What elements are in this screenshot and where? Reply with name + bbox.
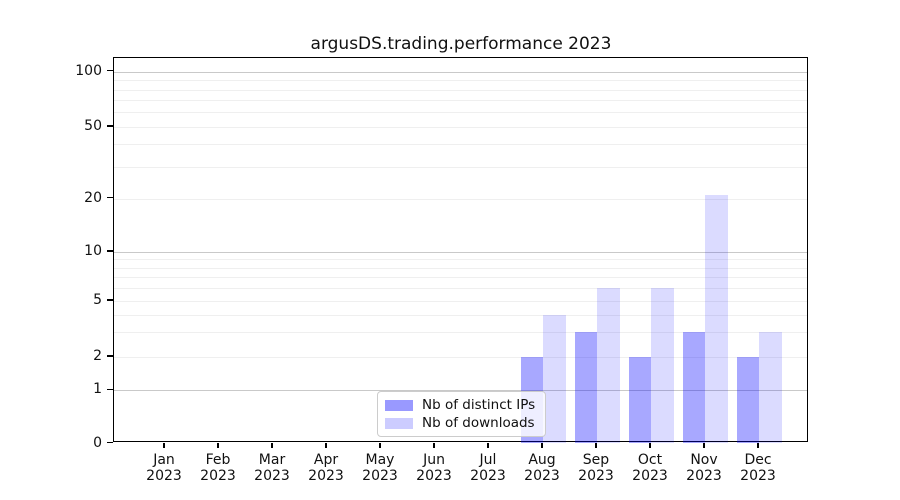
gridline-y-8 [114, 267, 807, 269]
x-tick-label-oct: Oct 2023 [632, 451, 668, 485]
x-tick-label-may: May 2023 [362, 451, 398, 485]
y-tick-0 [106, 441, 113, 444]
x-tick-label-dec: Dec 2023 [740, 451, 776, 485]
y-tick-label-1: 1 [93, 381, 102, 398]
gridline-y-6 [114, 288, 807, 290]
x-tick-label-mar: Mar 2023 [254, 451, 290, 485]
gridline-y-70 [114, 100, 807, 102]
x-tick-mar [271, 442, 273, 448]
x-tick-label-aug: Aug 2023 [524, 451, 560, 485]
gridline-y-20 [114, 198, 807, 200]
x-tick-label-jun: Jun 2023 [416, 451, 452, 485]
y-tick-1 [106, 388, 113, 390]
gridline-y-100 [114, 71, 807, 73]
y-tick-label-20: 20 [84, 189, 102, 206]
gridline-y-4 [114, 314, 807, 316]
legend-label-downloads: Nb of downloads [422, 415, 535, 431]
x-tick-label-nov: Nov 2023 [686, 451, 722, 485]
gridline-y-10 [114, 252, 807, 253]
gridline-y-90 [114, 80, 807, 82]
legend-swatch-downloads-icon [385, 418, 413, 429]
gridline-y-3 [114, 332, 807, 334]
y-tick-label-50: 50 [84, 118, 102, 134]
gridline-y-30 [114, 166, 807, 168]
y-tick-label-2: 2 [93, 348, 102, 364]
gridline-y-2 [114, 357, 807, 358]
bar-nov-distinct-ips [682, 332, 705, 443]
bar-aug-downloads [543, 314, 566, 443]
x-tick-feb [217, 442, 219, 448]
gridline-y-5 [114, 301, 807, 302]
legend-label-distinct-ips: Nb of distinct IPs [422, 397, 536, 413]
y-tick-label-10: 10 [84, 243, 102, 259]
y-tick-label-0: 0 [93, 434, 102, 451]
bar-oct-distinct-ips [628, 357, 651, 443]
gridline-y-7 [114, 277, 807, 279]
y-tick-10 [106, 250, 113, 252]
bar-oct-downloads [651, 288, 674, 443]
gridline-y-80 [114, 89, 807, 91]
bar-sep-downloads [597, 288, 620, 443]
gridline-y-60 [114, 112, 807, 114]
x-tick-label-apr: Apr 2023 [308, 451, 344, 485]
x-tick-jan [163, 442, 165, 448]
legend: Nb of distinct IPs Nb of downloads [377, 391, 546, 437]
y-tick-100 [106, 70, 113, 72]
x-tick-may [379, 442, 381, 448]
x-tick-oct [649, 442, 651, 448]
y-tick-20 [106, 197, 113, 199]
legend-entry-downloads: Nb of downloads [385, 416, 537, 431]
y-tick-50 [106, 125, 113, 127]
bar-nov-downloads [705, 194, 728, 443]
x-tick-jun [433, 442, 435, 448]
legend-swatch-distinct-ips-icon [385, 400, 413, 411]
gridline-y-40 [114, 144, 807, 146]
gridline-y-1 [114, 390, 807, 392]
gridline-y-50 [114, 127, 807, 128]
legend-entry-distinct-ips: Nb of distinct IPs [385, 398, 537, 413]
y-tick-2 [106, 355, 113, 357]
bar-dec-distinct-ips [736, 357, 759, 443]
plot-area [113, 57, 808, 443]
y-tick-label-100: 100 [75, 62, 102, 79]
x-tick-aug [541, 442, 543, 448]
x-tick-label-jul: Jul 2023 [470, 451, 506, 485]
x-tick-label-sep: Sep 2023 [578, 451, 614, 485]
x-tick-label-jan: Jan 2023 [146, 451, 182, 485]
x-tick-sep [595, 442, 597, 448]
x-tick-label-feb: Feb 2023 [200, 451, 236, 485]
x-tick-apr [325, 442, 327, 448]
y-tick-label-5: 5 [93, 292, 102, 308]
x-tick-jul [487, 442, 489, 448]
bar-dec-downloads [759, 332, 782, 443]
y-tick-5 [106, 299, 113, 301]
x-tick-dec [757, 442, 759, 448]
x-tick-nov [703, 442, 705, 448]
bar-sep-distinct-ips [574, 332, 597, 443]
gridline-y-9 [114, 259, 807, 261]
chart-title: argusDS.trading.performance 2023 [310, 34, 612, 54]
